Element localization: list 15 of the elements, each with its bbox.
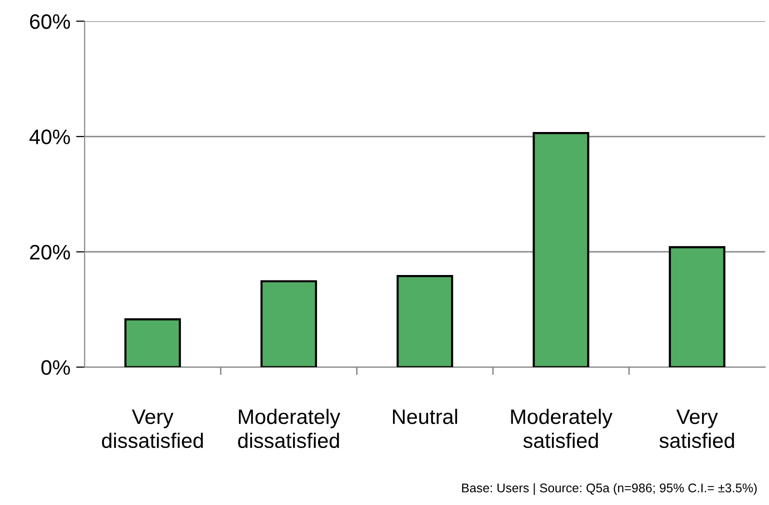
x-tick-label: Very dissatisfied [102, 410, 203, 448]
y-tick-label: 60% [30, 14, 70, 29]
bar [532, 132, 590, 368]
x-tick-label: Neutral [393, 408, 458, 424]
bar [260, 280, 318, 368]
bar [124, 318, 181, 368]
y-tick-label: 20% [30, 244, 70, 260]
x-tick-label: Moderately satisfied [511, 408, 612, 448]
bar [396, 274, 454, 368]
x-tick-label: Moderately dissatisfied [238, 408, 340, 448]
y-tick-label: 0% [41, 360, 70, 375]
text: Base: Users | Source: Q5a (n=986; 95% C.I.= ±3.5%) [462, 483, 757, 495]
y-tick-label: 40% [29, 130, 70, 144]
x-tick-label: Very satisfied [659, 410, 734, 448]
bar [668, 246, 726, 368]
